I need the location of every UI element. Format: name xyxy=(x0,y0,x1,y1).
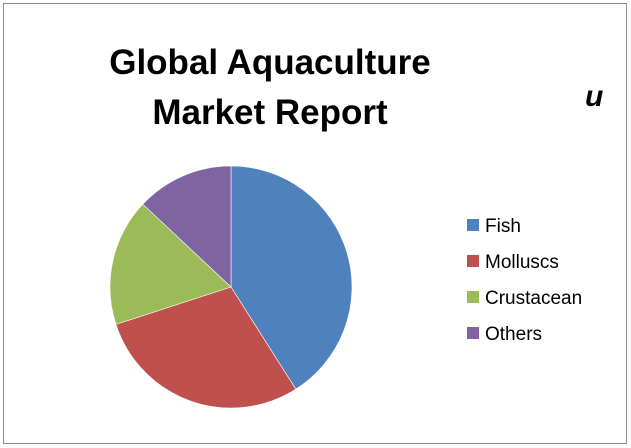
legend-swatch-others xyxy=(467,327,479,340)
legend-item-others: Others xyxy=(467,324,542,346)
pie-slice-molluscs xyxy=(115,286,297,409)
legend-item-fish: Fish xyxy=(467,216,521,238)
legend-item-molluscs: Molluscs xyxy=(467,252,559,274)
pie-slice-crustacean xyxy=(109,203,232,325)
legend-swatch-molluscs xyxy=(467,255,479,268)
cut-off-text: и xyxy=(585,80,604,113)
pie-slice-others xyxy=(142,165,232,288)
chart-title-line-2: Market Report xyxy=(152,93,388,132)
legend-label-crustacean: Crustacean xyxy=(485,288,583,309)
legend-label-molluscs: Molluscs xyxy=(485,252,559,273)
chart-title-line-1: Global Aquaculture xyxy=(109,43,431,82)
chart-title: Global Aquaculture Market Report xyxy=(100,38,440,138)
legend-swatch-crustacean xyxy=(467,291,479,304)
legend-swatch-fish xyxy=(467,219,479,232)
legend-label-others: Others xyxy=(485,324,543,345)
pie-slice-fish xyxy=(230,165,353,390)
legend-item-crustacean: Crustacean xyxy=(467,288,582,310)
legend-label-fish: Fish xyxy=(485,216,521,237)
